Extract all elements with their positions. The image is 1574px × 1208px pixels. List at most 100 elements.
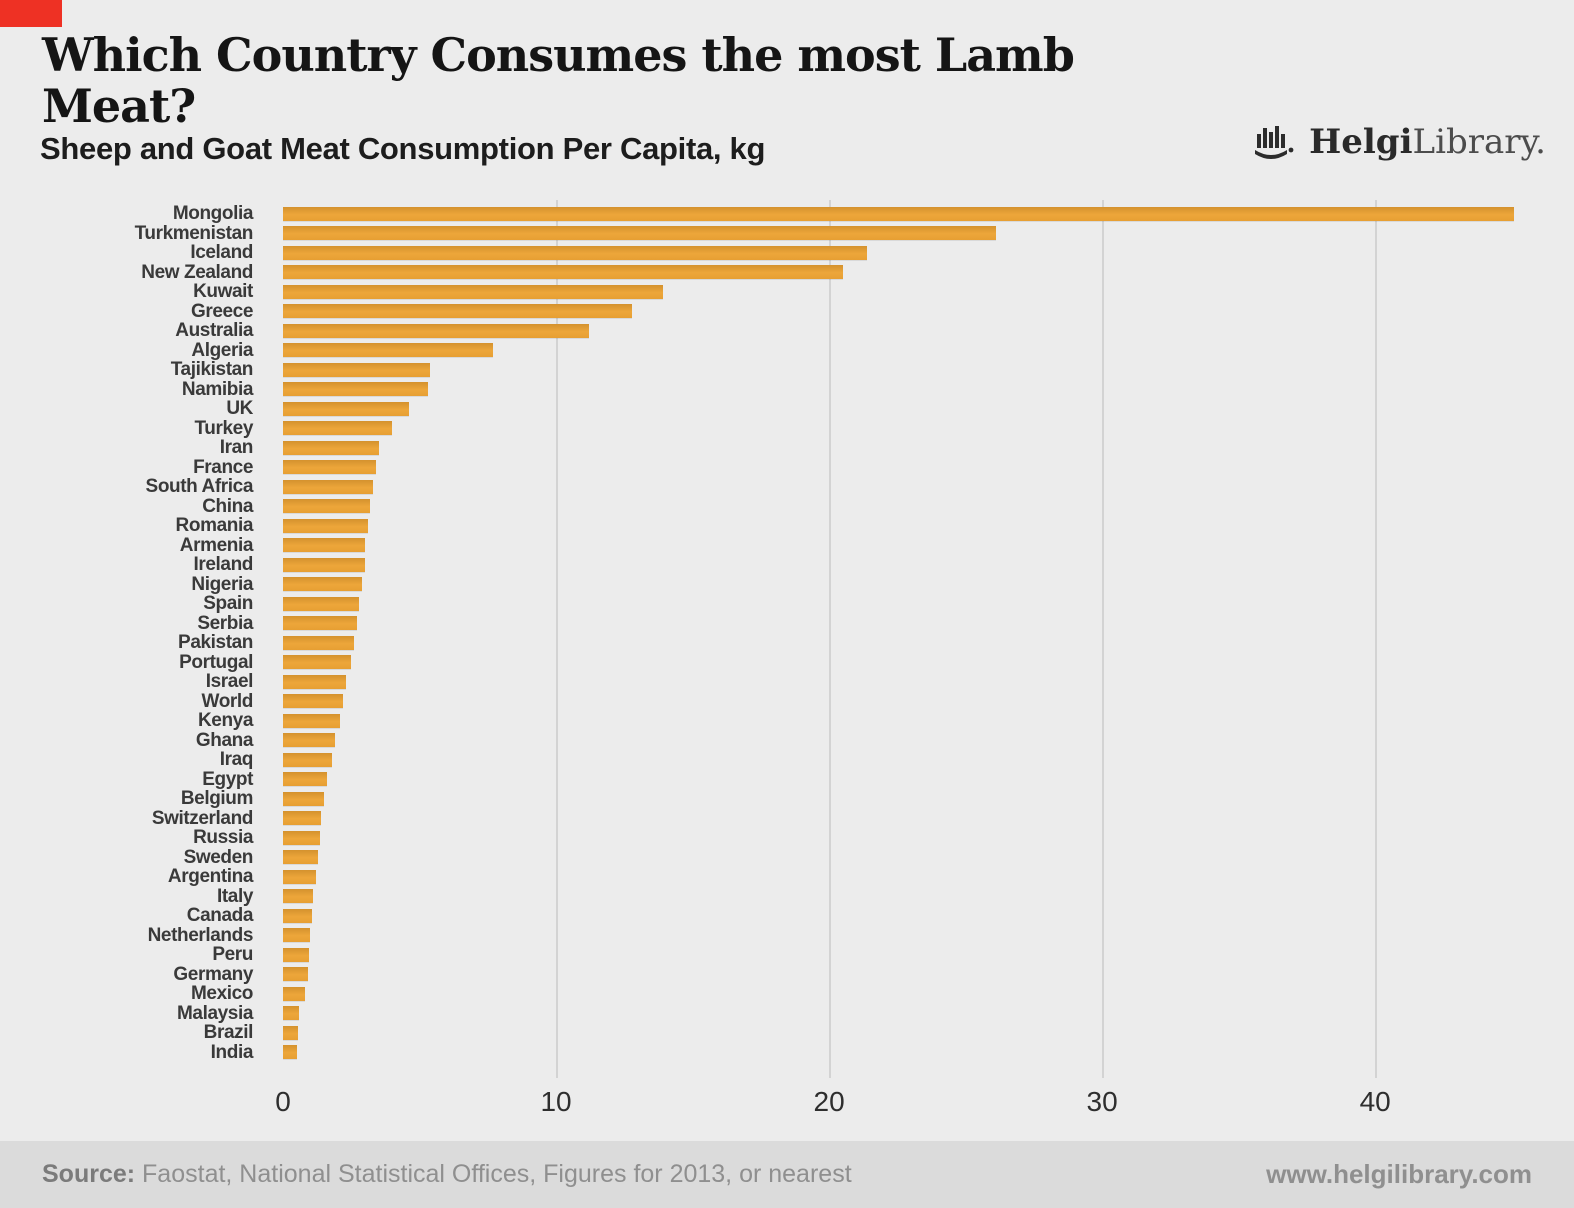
- bar: [283, 479, 374, 494]
- bar: [283, 1025, 299, 1040]
- category-label: Malaysia: [176, 1002, 253, 1024]
- bar: [283, 947, 309, 962]
- chart-row: Portugal: [0, 653, 1539, 673]
- bar-track: [283, 867, 1539, 887]
- x-tick-label: 20: [813, 1086, 845, 1117]
- chart-row: Romania: [0, 516, 1539, 536]
- chart-row: China: [0, 497, 1539, 517]
- bar: [283, 830, 320, 845]
- bar: [283, 460, 376, 474]
- logo-text-light: Library.: [1412, 122, 1547, 162]
- source-label: Source:: [42, 1160, 136, 1188]
- category-label: New Zealand: [141, 261, 253, 283]
- bar: [283, 869, 316, 884]
- bar: [283, 889, 314, 903]
- bar-track: [283, 380, 1539, 400]
- bar: [283, 440, 379, 455]
- bar-track: [283, 360, 1539, 380]
- category-label: Tajikistan: [170, 359, 254, 381]
- bar-track: [283, 692, 1539, 712]
- chart-row: Pakistan: [0, 633, 1539, 653]
- bar: [283, 655, 352, 669]
- chart-row: Belgium: [0, 789, 1539, 809]
- chart-row: Spain: [0, 594, 1539, 614]
- logo-text-bold: Helgi: [1309, 122, 1413, 162]
- bar-track: [283, 750, 1539, 770]
- chart-row: Turkey: [0, 419, 1539, 439]
- bar: [283, 713, 341, 728]
- chart-row: Australia: [0, 321, 1539, 341]
- x-tick-label: 10: [540, 1086, 572, 1117]
- category-label: Algeria: [191, 339, 253, 361]
- bar: [283, 284, 663, 299]
- bar: [283, 577, 363, 591]
- bar-track: [283, 341, 1539, 361]
- bar-track: [283, 536, 1539, 556]
- bar-track: [283, 282, 1539, 302]
- gridline: [1375, 200, 1378, 1078]
- chart-row: France: [0, 458, 1539, 478]
- bar: [283, 1045, 297, 1059]
- x-tick-label: 0: [275, 1086, 291, 1117]
- source-note: Source: Faostat, National Statistical Of…: [42, 1160, 852, 1189]
- bar-track: [283, 243, 1539, 263]
- bar-track: [283, 263, 1539, 283]
- bar-track: [283, 399, 1539, 419]
- bar-track: [283, 887, 1539, 907]
- chart-row: Malaysia: [0, 1004, 1539, 1024]
- category-label: Italy: [216, 885, 253, 907]
- category-label: India: [210, 1041, 254, 1063]
- category-label: UK: [226, 398, 253, 420]
- chart-row: Namibia: [0, 380, 1539, 400]
- bar-track: [283, 984, 1539, 1004]
- bar: [283, 928, 311, 942]
- bar: [283, 1006, 300, 1020]
- bar-track: [283, 1023, 1539, 1043]
- bar-track: [283, 926, 1539, 946]
- bar: [283, 811, 322, 825]
- bar-track: [283, 653, 1539, 673]
- category-label: Germany: [173, 963, 253, 985]
- chart-row: Iceland: [0, 243, 1539, 263]
- source-text: Faostat, National Statistical Offices, F…: [135, 1160, 852, 1188]
- category-label: World: [201, 690, 254, 712]
- bar-track: [283, 828, 1539, 848]
- bar-track: [283, 321, 1539, 341]
- gridline: [1102, 200, 1105, 1078]
- bar: [283, 265, 843, 279]
- chart-row: Armenia: [0, 536, 1539, 556]
- bar-track: [283, 458, 1539, 478]
- category-label: Mongolia: [172, 203, 254, 225]
- gridline: [829, 200, 832, 1078]
- category-label: Egypt: [202, 768, 253, 790]
- bar: [283, 362, 431, 377]
- chart-row: Serbia: [0, 614, 1539, 634]
- bar: [283, 791, 324, 806]
- footer-bar: Source: Faostat, National Statistical Of…: [0, 1141, 1574, 1208]
- bar-track: [283, 302, 1539, 322]
- category-label: Russia: [193, 827, 253, 849]
- chart-row: World: [0, 692, 1539, 712]
- category-label: Iceland: [190, 242, 253, 264]
- chart-row: Canada: [0, 906, 1539, 926]
- category-label: Spain: [203, 593, 253, 615]
- bar: [283, 674, 346, 689]
- chart-subtitle: Sheep and Goat Meat Consumption Per Capi…: [40, 131, 766, 166]
- category-label: Portugal: [179, 651, 253, 673]
- chart-row: Argentina: [0, 867, 1539, 887]
- category-label: Turkmenistan: [134, 222, 254, 244]
- chart-row: Sweden: [0, 848, 1539, 868]
- logo-text: HelgiLibrary.: [1309, 122, 1546, 162]
- bar-track: [283, 789, 1539, 809]
- bar: [283, 343, 494, 357]
- bar: [283, 635, 354, 650]
- bar: [283, 772, 327, 786]
- chart-row: Greece: [0, 302, 1539, 322]
- category-label: Netherlands: [147, 924, 254, 946]
- chart-row: New Zealand: [0, 263, 1539, 283]
- gridlines: [283, 200, 1539, 1078]
- x-tick-label: 40: [1359, 1086, 1391, 1117]
- chart-row: Egypt: [0, 770, 1539, 790]
- category-label: Nigeria: [191, 573, 253, 595]
- bar-track: [283, 438, 1539, 458]
